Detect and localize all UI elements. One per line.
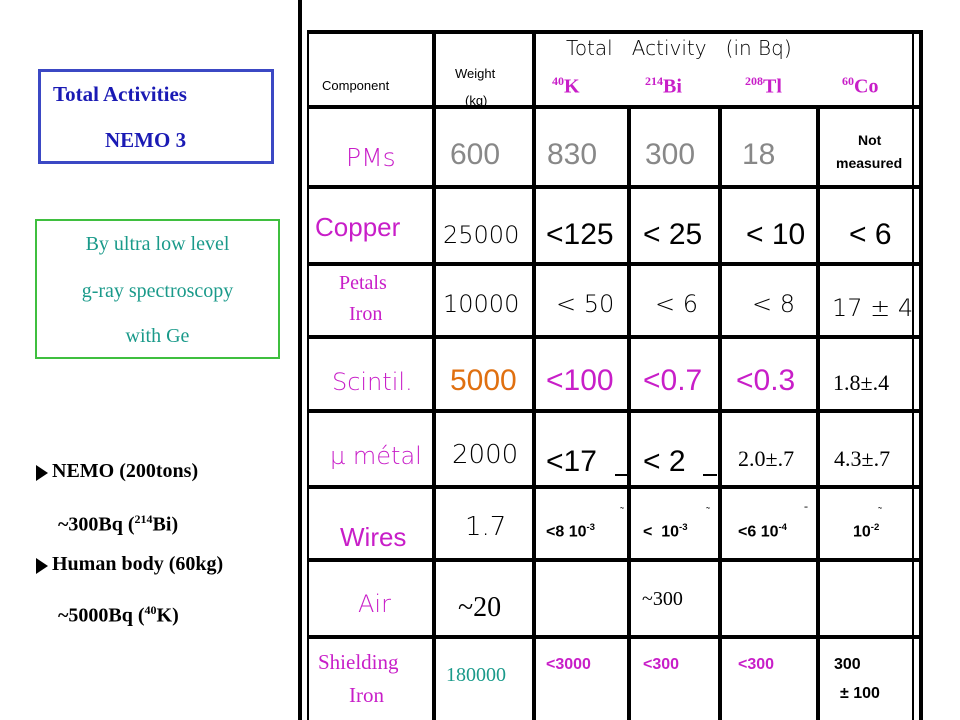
row-mumetal-tl: 2.0±.7 xyxy=(738,446,795,471)
row-wires-component: Wires xyxy=(340,522,407,552)
arrow-bullet-icon xyxy=(36,558,48,574)
header-activity-title: Total Activity (in Bq) xyxy=(566,36,792,60)
row-copper-co: < 6 xyxy=(849,218,892,251)
row-divider xyxy=(307,485,919,489)
column-divider xyxy=(532,30,536,720)
row-scintil-tl: <0.3 xyxy=(736,364,796,397)
row-mumetal-weight: 2000 xyxy=(452,440,519,470)
table-border xyxy=(307,30,309,720)
row-pms-co-line-2: measured xyxy=(836,155,903,171)
row-shielding-bi: <300 xyxy=(643,656,680,673)
row-copper-component: Copper xyxy=(315,212,401,242)
method-box: By ultra low level g-ray spectroscopy wi… xyxy=(35,219,280,359)
row-scintil-weight: 5000 xyxy=(450,364,517,397)
row-divider xyxy=(307,335,919,339)
header-isotope-co: 60Co xyxy=(842,74,879,98)
arrow-bullet-icon xyxy=(36,465,48,481)
row-scintil-bi: <0.7 xyxy=(643,364,703,397)
row-petals-bi: < 6 xyxy=(655,290,699,318)
row-shielding-tl: <300 xyxy=(738,656,775,673)
header-isotope-bi: 214Bi xyxy=(645,74,682,98)
row-wires-k: <8 10-3 xyxy=(546,522,596,541)
row-petals-co: 17 ± 4 xyxy=(832,294,914,322)
row-wires-tl: <6 10-4 xyxy=(738,522,788,541)
comparison-1-label: NEMO (200tons) xyxy=(52,460,199,482)
header-isotope-k: 40K xyxy=(552,74,580,98)
column-divider xyxy=(432,30,436,720)
row-divider xyxy=(307,409,919,413)
underline-mark xyxy=(615,474,629,476)
row-air-bi: ~300 xyxy=(642,588,683,610)
row-shielding-co-line-2: ± 100 xyxy=(840,685,880,702)
row-divider xyxy=(307,558,919,562)
row-shielding-weight: 180000 xyxy=(446,664,506,686)
accent-mark: ˜ xyxy=(706,504,710,518)
row-air-component: Air xyxy=(358,590,391,618)
row-pms-co-line-1: Not xyxy=(858,132,882,148)
row-mumetal-component: µ métal xyxy=(330,442,422,470)
header-component: Component xyxy=(322,78,390,93)
underline-mark xyxy=(703,474,717,476)
row-pms-tl: 18 xyxy=(742,138,776,171)
row-petals-k: < 50 xyxy=(556,290,615,318)
title-line-1: Total Activities xyxy=(53,82,187,106)
row-petals-tl: < 8 xyxy=(752,290,796,318)
header-weight-line-2: (kg) xyxy=(465,93,488,108)
row-petals-component-line-1: Petals xyxy=(339,272,387,294)
comparison-1-value: ~300Bq (214Bi) xyxy=(58,512,179,536)
row-copper-bi: < 25 xyxy=(643,218,703,251)
title-box: Total Activities NEMO 3 xyxy=(38,69,274,164)
header-isotope-tl: 208Tl xyxy=(745,74,782,98)
row-shielding-k: <3000 xyxy=(546,656,591,673)
row-pms-bi: 300 xyxy=(645,138,696,171)
comparison-2-label: Human body (60kg) xyxy=(52,553,224,575)
row-shielding-component-line-1: Shielding xyxy=(318,650,399,674)
table-border xyxy=(298,0,302,720)
row-wires-bi: < 10-3 xyxy=(643,522,688,541)
method-line-3: with Ge xyxy=(125,325,190,347)
header-weight-line-1: Weight xyxy=(455,66,496,81)
row-wires-weight: 1.7 xyxy=(465,512,507,542)
row-scintil-co: 1.8±.4 xyxy=(833,370,890,395)
table-border xyxy=(912,30,914,720)
row-scintil-component: Scintil. xyxy=(332,368,413,396)
row-copper-k: <125 xyxy=(546,218,614,251)
row-mumetal-co: 4.3±.7 xyxy=(834,446,891,471)
row-air-weight: ~20 xyxy=(458,592,502,623)
row-petals-weight: 10000 xyxy=(443,290,520,318)
row-mumetal-bi: < 2 xyxy=(643,445,686,478)
row-divider xyxy=(307,262,919,266)
title-line-2: NEMO 3 xyxy=(105,128,187,152)
row-pms-weight: 600 xyxy=(450,138,501,171)
accent-mark: ˜ xyxy=(878,504,882,518)
accent-mark: ˜ xyxy=(620,504,624,518)
row-divider xyxy=(307,185,919,189)
row-mumetal-k: <17 xyxy=(546,445,597,478)
method-line-2: g-ray spectroscopy xyxy=(81,280,234,302)
row-copper-weight: 25000 xyxy=(443,221,520,249)
method-line-1: By ultra low level xyxy=(85,233,230,255)
row-petals-component-line-2: Iron xyxy=(349,303,383,325)
row-copper-tl: < 10 xyxy=(746,218,806,251)
row-shielding-co-line-1: 300 xyxy=(834,656,861,673)
table-border xyxy=(919,30,923,720)
row-scintil-k: <100 xyxy=(546,364,614,397)
accent-mark: - xyxy=(804,499,808,513)
row-pms-k: 830 xyxy=(547,138,598,171)
row-divider xyxy=(307,635,919,639)
row-pms-component: PMs xyxy=(346,143,396,172)
comparison-2-value: ~5000Bq (40K) xyxy=(58,603,179,627)
table-border xyxy=(307,30,919,34)
row-divider xyxy=(307,105,919,109)
row-wires-co: 10-2 xyxy=(853,522,880,541)
row-shielding-component-line-2: Iron xyxy=(349,683,384,707)
